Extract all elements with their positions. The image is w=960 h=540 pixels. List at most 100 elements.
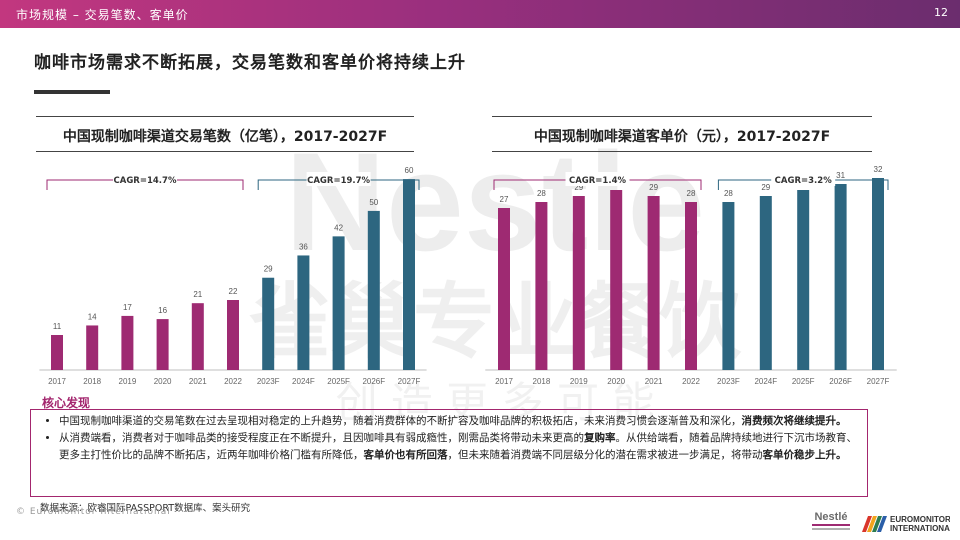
finding-2-p1: 从消费端看，消费者对于咖啡品类的接受程度正在不断提升，且因咖啡具有弱成瘾性，刚需… bbox=[59, 432, 584, 444]
x-tick-label: 2022 bbox=[224, 377, 242, 386]
x-tick-label: 2023F bbox=[717, 377, 740, 386]
bar bbox=[685, 202, 697, 370]
data-label: 28 bbox=[724, 189, 733, 198]
x-tick-label: 2019 bbox=[570, 377, 588, 386]
bar bbox=[297, 255, 310, 370]
nestle-logo-text: Nestlé bbox=[814, 511, 847, 523]
chart2-title-rule-bottom bbox=[492, 151, 872, 152]
data-label: 28 bbox=[687, 189, 696, 198]
x-tick-label: 2027F bbox=[398, 377, 421, 386]
finding-2-b2: 客单价也有所回落 bbox=[363, 449, 448, 461]
x-tick-label: 2018 bbox=[83, 377, 101, 386]
x-tick-label: 2024F bbox=[754, 377, 777, 386]
page-number: 12 bbox=[934, 6, 948, 19]
x-tick-label: 2021 bbox=[645, 377, 663, 386]
findings-label: 核心发现 bbox=[42, 396, 91, 410]
bar bbox=[759, 196, 772, 370]
x-tick-label: 2017 bbox=[495, 377, 513, 386]
source-note: 数据来源：欧睿国际PASSPORT数据库、案头研究 bbox=[40, 503, 251, 514]
euromonitor-line2: INTERNATIONAL bbox=[890, 524, 950, 533]
chart2-title-rule-top bbox=[492, 116, 872, 117]
data-label: 42 bbox=[334, 223, 343, 232]
cagr-label-bg bbox=[113, 172, 177, 186]
bar bbox=[156, 319, 169, 370]
chart-transactions: 11 2017 14 2018 17 2019 16 2020 21 2021 22 2022 29 20… bbox=[39, 166, 427, 386]
x-tick-label: 2020 bbox=[154, 377, 172, 386]
bar bbox=[227, 300, 239, 370]
bar bbox=[332, 236, 345, 370]
finding-1-bold: 消费频次将继续提升。 bbox=[741, 415, 847, 427]
cagr-label: CAGR=19.7% bbox=[307, 176, 370, 186]
bar bbox=[367, 210, 380, 370]
x-tick-label: 2026F bbox=[362, 377, 385, 386]
data-label: 16 bbox=[158, 306, 167, 315]
data-label: 14 bbox=[88, 312, 97, 321]
x-tick-label: 2025F bbox=[327, 377, 350, 386]
euromonitor-logo: EUROMONITOR INTERNATIONAL bbox=[862, 515, 950, 533]
nestle-logo: Nestlé bbox=[812, 511, 850, 530]
bar bbox=[498, 208, 510, 370]
x-tick-label: 2020 bbox=[607, 377, 625, 386]
finding-2-b1: 复购率 bbox=[584, 432, 616, 444]
breadcrumb: 市场规模 – 交易笔数、客单价 bbox=[16, 8, 189, 22]
finding-2-b3: 客单价稳步上升。 bbox=[762, 449, 847, 461]
x-tick-label: 2027F bbox=[867, 377, 890, 386]
cagr-label: CAGR=1.4% bbox=[569, 176, 627, 186]
x-tick-label: 2025F bbox=[792, 377, 815, 386]
finding-2-p2: 。从供给端看，随着品牌持续地进行下沉市场教育、更多主打性价比的品牌不断拓店，近两… bbox=[59, 432, 857, 461]
data-label: 29 bbox=[761, 183, 770, 192]
finding-item: 从消费端看，消费者对于咖啡品类的接受程度正在不断提升，且因咖啡具有弱成瘾性，刚需… bbox=[59, 430, 859, 464]
bar bbox=[535, 202, 548, 370]
data-label: 29 bbox=[649, 183, 658, 192]
cagr-label-bg bbox=[306, 172, 371, 186]
finding-2-p3: ，但未来随着消费端不同层级分化的潜在需求被进一步满足，将带动 bbox=[447, 449, 763, 461]
bar bbox=[647, 196, 660, 370]
top-bar: 市场规模 – 交易笔数、客单价 12 bbox=[0, 0, 960, 28]
bar bbox=[121, 315, 134, 370]
data-label: 17 bbox=[123, 303, 132, 312]
data-label: 31 bbox=[836, 171, 845, 180]
data-label: 32 bbox=[874, 165, 883, 174]
title-underline bbox=[34, 90, 110, 94]
bar bbox=[51, 335, 63, 370]
bar bbox=[834, 184, 847, 370]
finding-item: 中国现制咖啡渠道的交易笔数在过去呈现相对稳定的上升趋势，随着消费群体的不断扩容及… bbox=[59, 413, 859, 430]
data-label: 22 bbox=[229, 287, 238, 296]
bar bbox=[403, 179, 415, 370]
data-label: 50 bbox=[369, 198, 378, 207]
bar bbox=[191, 303, 204, 370]
data-label: 29 bbox=[264, 265, 273, 274]
bar bbox=[86, 325, 99, 370]
bar bbox=[872, 178, 884, 370]
data-label: 29 bbox=[574, 183, 583, 192]
bar bbox=[262, 277, 275, 370]
findings-box: 中国现制咖啡渠道的交易笔数在过去呈现相对稳定的上升趋势，随着消费群体的不断扩容及… bbox=[30, 409, 868, 497]
chart1-title-rule-top bbox=[36, 116, 414, 117]
x-tick-label: 2018 bbox=[533, 377, 551, 386]
cagr-label: CAGR=3.2% bbox=[775, 176, 833, 186]
chart-ticket-price: 2720172820182920193020202920212820222820… bbox=[485, 165, 897, 386]
bar bbox=[797, 190, 810, 370]
euromonitor-line1: EUROMONITOR bbox=[890, 515, 950, 524]
data-label: 36 bbox=[299, 242, 308, 251]
bar bbox=[610, 190, 623, 370]
x-tick-label: 2019 bbox=[119, 377, 137, 386]
finding-1-text: 中国现制咖啡渠道的交易笔数在过去呈现相对稳定的上升趋势，随着消费群体的不断扩容及… bbox=[59, 415, 742, 427]
chart1-title-rule-bottom bbox=[36, 151, 414, 152]
data-label: 60 bbox=[405, 166, 414, 175]
cagr-label: CAGR=14.7% bbox=[114, 176, 177, 186]
x-tick-label: 2024F bbox=[292, 377, 315, 386]
copyright-note: © Euromonitor International bbox=[16, 507, 171, 517]
x-tick-label: 2022 bbox=[682, 377, 700, 386]
cagr-label-bg bbox=[565, 172, 630, 186]
data-label: 21 bbox=[193, 290, 202, 299]
x-tick-label: 2021 bbox=[189, 377, 207, 386]
page-title: 咖啡市场需求不断拓展，交易笔数和客单价将持续上升 bbox=[34, 53, 466, 73]
data-label: 11 bbox=[53, 322, 62, 331]
x-tick-label: 2026F bbox=[829, 377, 852, 386]
bar bbox=[722, 202, 735, 370]
data-label: 28 bbox=[537, 189, 546, 198]
chart2-title: 中国现制咖啡渠道客单价（元），2017-2027F bbox=[533, 129, 831, 145]
cagr-label-bg bbox=[771, 172, 836, 186]
bar bbox=[572, 196, 585, 370]
